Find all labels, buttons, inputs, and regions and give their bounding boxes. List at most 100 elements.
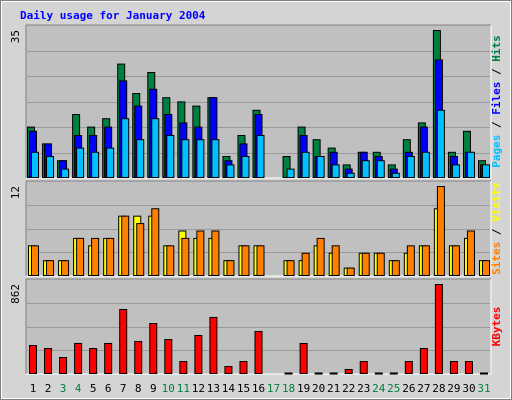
bar — [239, 361, 248, 374]
bar — [451, 164, 460, 178]
bar — [74, 342, 83, 374]
bar — [436, 109, 445, 178]
bar — [301, 252, 310, 276]
bar — [119, 308, 128, 375]
y-tick-label: 35 — [9, 30, 22, 43]
x-tick-label: 6 — [105, 382, 112, 395]
bar — [196, 230, 205, 276]
bar — [286, 168, 295, 179]
legend: Sites / Visits — [490, 182, 503, 275]
bar — [482, 260, 490, 276]
x-tick-label: 26 — [402, 382, 415, 395]
bar — [91, 237, 100, 277]
bar — [256, 245, 265, 276]
bar — [391, 172, 400, 179]
bar — [449, 361, 458, 374]
bar — [194, 335, 203, 374]
bar — [89, 348, 98, 374]
x-tick-label: 11 — [177, 382, 190, 395]
x-tick-label: 31 — [477, 382, 490, 395]
x-tick-label: 8 — [135, 382, 142, 395]
bar — [241, 245, 250, 276]
bar — [61, 260, 70, 276]
x-tick-label: 5 — [90, 382, 97, 395]
bar — [136, 139, 145, 178]
x-tick-label: 29 — [447, 382, 460, 395]
bar — [106, 147, 115, 179]
x-tick-label: 14 — [222, 382, 236, 395]
legend-entry: Sites — [490, 242, 503, 275]
bar — [76, 147, 85, 179]
legend-separator: / — [490, 222, 503, 242]
bar — [151, 118, 160, 178]
bar — [421, 245, 430, 276]
bar — [46, 156, 55, 178]
bar — [376, 252, 385, 276]
bar — [331, 245, 340, 276]
x-tick-label: 20 — [312, 382, 325, 395]
bar — [346, 267, 355, 277]
bar — [76, 237, 85, 277]
bar — [359, 361, 368, 374]
legend-entry: Hits — [490, 35, 503, 62]
bar — [166, 135, 175, 178]
x-tick-label: 9 — [150, 382, 157, 395]
x-tick-label: 4 — [75, 382, 82, 395]
bar — [374, 372, 383, 375]
bar — [331, 164, 340, 178]
bar — [406, 245, 415, 276]
legend-entry: Pages — [490, 135, 503, 168]
bar — [211, 230, 220, 276]
bar — [299, 342, 308, 374]
x-tick-label: 10 — [162, 382, 175, 395]
bar — [179, 361, 188, 374]
bar — [466, 151, 475, 179]
bar — [91, 151, 100, 179]
x-tick-label: 25 — [387, 382, 400, 395]
bar — [44, 348, 53, 374]
bar — [389, 372, 398, 375]
bar — [391, 260, 400, 276]
bar — [181, 139, 190, 178]
bar — [241, 156, 250, 178]
x-tick-label: 2 — [45, 382, 52, 395]
legend: Pages / Files / Hits — [490, 35, 503, 168]
bar — [344, 368, 353, 375]
x-tick-label: 22 — [342, 382, 355, 395]
x-tick-label: 19 — [297, 382, 310, 395]
y-tick-label: 862 — [9, 284, 22, 304]
bar — [314, 372, 323, 375]
bar — [286, 260, 295, 276]
x-tick-label: 1 — [30, 382, 37, 395]
bar — [226, 260, 235, 276]
bar — [466, 230, 475, 276]
bar — [196, 139, 205, 178]
bar — [480, 372, 488, 375]
bar — [301, 151, 310, 179]
bar — [209, 316, 218, 374]
bar — [61, 168, 70, 179]
bar — [436, 186, 445, 276]
bar — [316, 237, 325, 277]
bar — [361, 160, 370, 178]
bar — [31, 245, 39, 276]
legend-separator: / — [490, 62, 503, 82]
bar — [406, 156, 415, 178]
bar — [329, 372, 338, 375]
x-tick-label: 18 — [282, 382, 295, 395]
bar — [164, 339, 173, 374]
bar — [29, 345, 37, 374]
x-tick-label: 28 — [432, 382, 445, 395]
bar — [181, 237, 190, 277]
bar — [104, 342, 113, 374]
bar — [106, 237, 115, 277]
x-tick-label: 7 — [120, 382, 127, 395]
x-tick-label: 27 — [417, 382, 430, 395]
bar — [404, 361, 413, 374]
bar — [376, 160, 385, 178]
x-tick-label: 12 — [192, 382, 205, 395]
legend-entry: Files — [490, 82, 503, 115]
legend-separator: / — [490, 115, 503, 135]
bar — [151, 208, 160, 276]
